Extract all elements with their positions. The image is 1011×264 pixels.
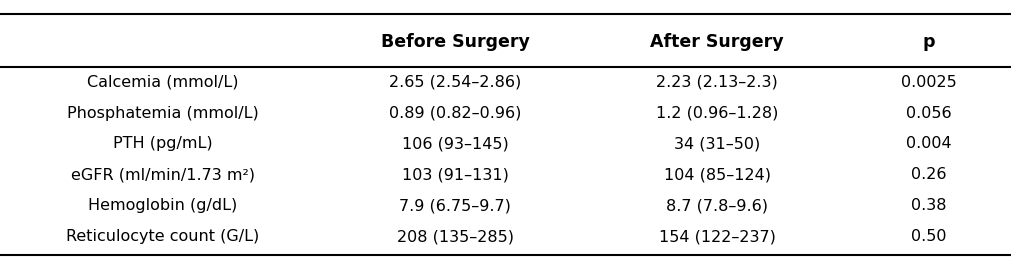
Text: 208 (135–285): 208 (135–285) bbox=[396, 229, 514, 244]
Text: 0.89 (0.82–0.96): 0.89 (0.82–0.96) bbox=[389, 106, 522, 121]
Text: PTH (pg/mL): PTH (pg/mL) bbox=[113, 136, 212, 152]
Text: p: p bbox=[923, 33, 935, 51]
Text: 2.65 (2.54–2.86): 2.65 (2.54–2.86) bbox=[389, 75, 522, 90]
Text: 104 (85–124): 104 (85–124) bbox=[664, 167, 770, 182]
Text: Before Surgery: Before Surgery bbox=[381, 33, 530, 51]
Text: 34 (31–50): 34 (31–50) bbox=[674, 136, 760, 152]
Text: 154 (122–237): 154 (122–237) bbox=[659, 229, 775, 244]
Text: 7.9 (6.75–9.7): 7.9 (6.75–9.7) bbox=[399, 198, 511, 213]
Text: 103 (91–131): 103 (91–131) bbox=[401, 167, 509, 182]
Text: eGFR (ml/min/1.73 m²): eGFR (ml/min/1.73 m²) bbox=[71, 167, 255, 182]
Text: Hemoglobin (g/dL): Hemoglobin (g/dL) bbox=[88, 198, 238, 213]
Text: Phosphatemia (mmol/L): Phosphatemia (mmol/L) bbox=[67, 106, 259, 121]
Text: 106 (93–145): 106 (93–145) bbox=[401, 136, 509, 152]
Text: 0.38: 0.38 bbox=[911, 198, 946, 213]
Text: After Surgery: After Surgery bbox=[650, 33, 785, 51]
Text: 0.26: 0.26 bbox=[911, 167, 946, 182]
Text: 0.50: 0.50 bbox=[911, 229, 946, 244]
Text: Calcemia (mmol/L): Calcemia (mmol/L) bbox=[87, 75, 239, 90]
Text: 2.23 (2.13–2.3): 2.23 (2.13–2.3) bbox=[656, 75, 778, 90]
Text: 0.004: 0.004 bbox=[906, 136, 951, 152]
Text: 0.0025: 0.0025 bbox=[901, 75, 956, 90]
Text: 8.7 (7.8–9.6): 8.7 (7.8–9.6) bbox=[666, 198, 768, 213]
Text: 0.056: 0.056 bbox=[906, 106, 951, 121]
Text: 1.2 (0.96–1.28): 1.2 (0.96–1.28) bbox=[656, 106, 778, 121]
Text: Reticulocyte count (G/L): Reticulocyte count (G/L) bbox=[66, 229, 260, 244]
